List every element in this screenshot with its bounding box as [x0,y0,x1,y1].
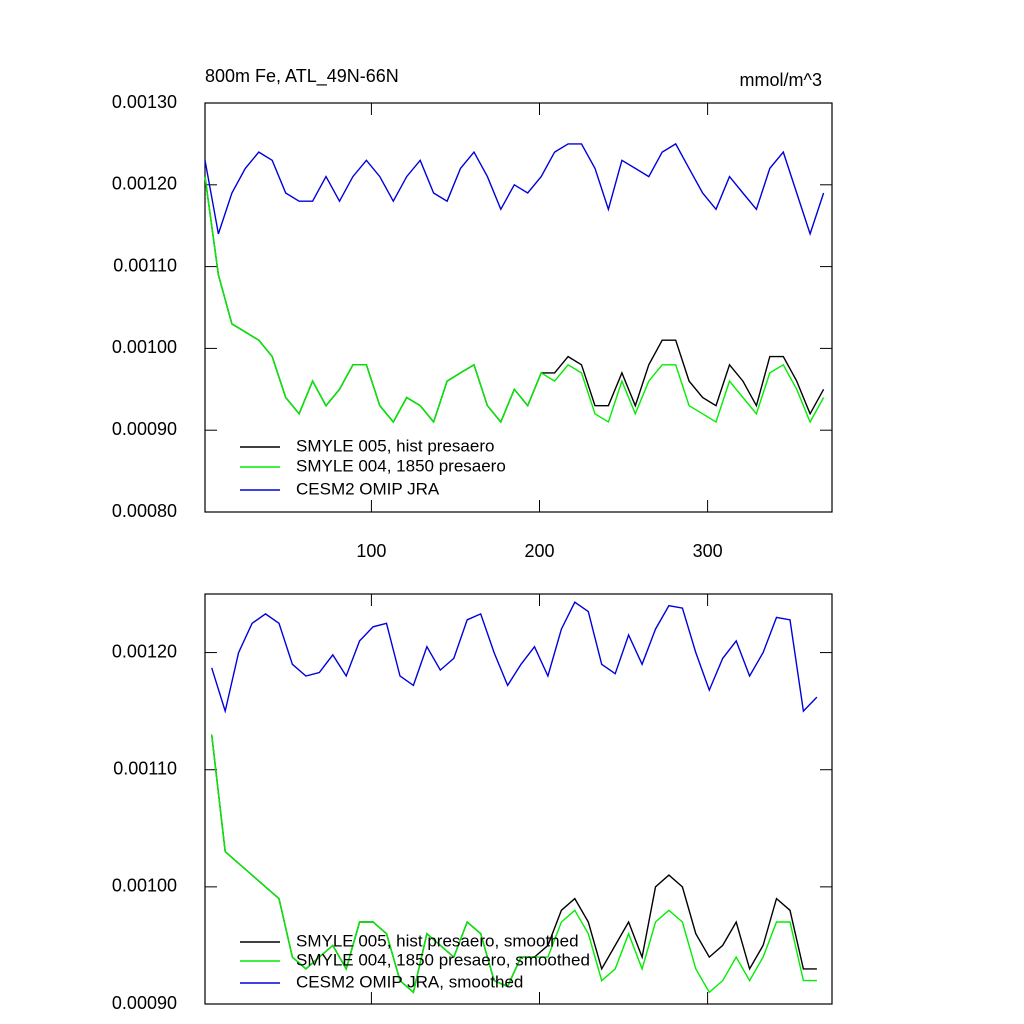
data-line [204,142,825,237]
x-tick-label: 200 [524,541,554,561]
data-line [204,176,825,424]
y-tick-label: 0.00090 [112,993,177,1013]
y-tick-label: 0.00090 [112,419,177,439]
y-tick-label: 0.00100 [112,337,177,357]
data-line [204,176,825,424]
y-tick-label: 0.00110 [113,255,177,275]
legend-label: CESM2 OMIP JRA, smoothed [296,972,523,991]
legend-label: SMYLE 004, 1850 presaero [296,456,506,475]
legend-label: SMYLE 005, hist presaero [296,436,494,455]
plot-frame [204,593,833,1005]
data-line [211,601,818,714]
legend-label: CESM2 OMIP JRA [296,479,440,498]
x-tick-label: 100 [356,541,386,561]
y-tick-label: 0.00100 [112,876,177,896]
data-line [211,734,817,994]
legend-label: SMYLE 005, hist presaero, smoothed [296,931,579,950]
y-tick-label: 0.00130 [112,92,177,112]
y-tick-label: 0.00080 [112,501,177,521]
y-tick-label: 0.00120 [112,641,177,661]
y-tick-label: 0.00120 [112,174,177,194]
units-label: mmol/m^3 [740,70,822,90]
x-tick-label: 300 [693,541,723,561]
y-tick-label: 0.00110 [113,758,177,778]
legend-label: SMYLE 004, 1850 presaero, smoothed [296,950,590,969]
plot-frame [204,102,833,513]
chart-title: 800m Fe, ATL_49N-66N [205,66,399,87]
